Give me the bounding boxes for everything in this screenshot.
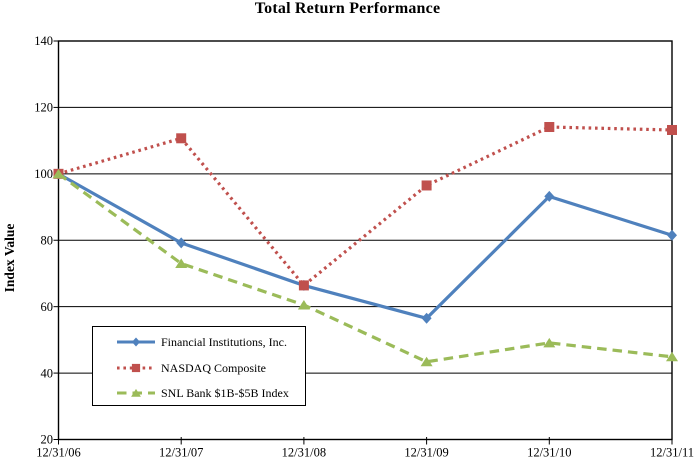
x-tick-label: 12/31/06 [36, 446, 80, 460]
square-marker-icon [667, 124, 677, 135]
triangle-marker-icon [52, 168, 65, 179]
legend: Financial Institutions, Inc. NASDAQ Comp… [92, 326, 306, 406]
square-marker-icon [131, 363, 141, 373]
triangle-marker-icon [420, 356, 433, 367]
diamond-marker-icon [131, 337, 141, 347]
y-tick-labels: 20 40 60 80 100 120 140 [34, 34, 53, 447]
legend-item-nasdaq-composite: NASDAQ Composite [116, 361, 266, 375]
square-marker-icon [298, 280, 309, 291]
triangle-marker-icon [175, 258, 188, 268]
series-financial-institutions-inc [53, 168, 677, 324]
legend-item-snl-bank-index: SNL Bank $1B-$5B Index [116, 386, 289, 400]
x-tick-label: 12/31/11 [650, 446, 694, 460]
x-tick-label: 12/31/10 [527, 446, 571, 460]
y-tick-label: 20 [41, 433, 54, 447]
square-marker-icon [421, 180, 432, 191]
diamond-marker-icon [667, 229, 677, 241]
y-tick-label: 100 [34, 167, 53, 181]
x-tick-labels: 12/31/06 12/31/07 12/31/08 12/31/09 12/31/10… [36, 446, 694, 460]
legend-item-financial-institutions: Financial Institutions, Inc. [116, 335, 287, 349]
y-tick-label: 120 [34, 101, 53, 115]
legend-label: NASDAQ Composite [161, 360, 267, 375]
y-tick-label: 40 [41, 366, 54, 380]
series-line [57, 172, 673, 321]
diamond-marker-icon [176, 237, 187, 249]
y-tick-label: 60 [41, 300, 54, 314]
diamond-marker-icon [544, 190, 555, 202]
x-tick-label: 12/31/09 [404, 446, 448, 460]
x-tick-label: 12/31/08 [282, 446, 326, 460]
diamond-marker-icon [421, 312, 432, 324]
triangle-marker-icon [666, 351, 678, 362]
y-axis-title: Index Value [2, 223, 17, 293]
legend-swatch-line-triangle-icon [117, 388, 155, 397]
y-tick-label: 140 [34, 34, 53, 48]
x-tick-label: 12/31/07 [159, 446, 203, 460]
legend-swatch-line-diamond-icon [117, 337, 155, 347]
chart-title: Total Return Performance [254, 0, 441, 17]
square-marker-icon [544, 122, 555, 133]
series-snl-bank-1b-5b-index [52, 168, 678, 367]
triangle-marker-icon [543, 337, 556, 348]
legend-label: Financial Institutions, Inc. [161, 334, 287, 349]
triangle-marker-icon [297, 300, 310, 310]
y-tick-label: 80 [41, 233, 54, 247]
series-line [57, 172, 673, 364]
legend-swatch-line-square-icon [117, 363, 155, 373]
square-marker-icon [176, 133, 187, 144]
triangle-marker-icon [131, 388, 141, 397]
series-line [58, 125, 673, 288]
legend-label: SNL Bank $1B-$5B Index [161, 385, 289, 400]
